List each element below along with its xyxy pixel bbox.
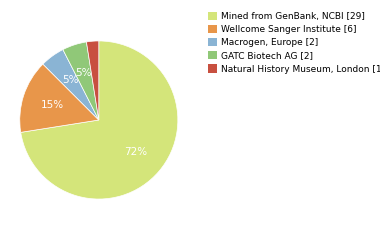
Wedge shape — [63, 42, 99, 120]
Wedge shape — [21, 41, 178, 199]
Legend: Mined from GenBank, NCBI [29], Wellcome Sanger Institute [6], Macrogen, Europe [: Mined from GenBank, NCBI [29], Wellcome … — [206, 10, 380, 75]
Text: 15%: 15% — [41, 100, 64, 110]
Text: 72%: 72% — [125, 147, 147, 157]
Wedge shape — [20, 64, 99, 132]
Wedge shape — [86, 41, 99, 120]
Text: 5%: 5% — [75, 68, 92, 78]
Wedge shape — [43, 50, 99, 120]
Text: 5%: 5% — [62, 75, 78, 85]
